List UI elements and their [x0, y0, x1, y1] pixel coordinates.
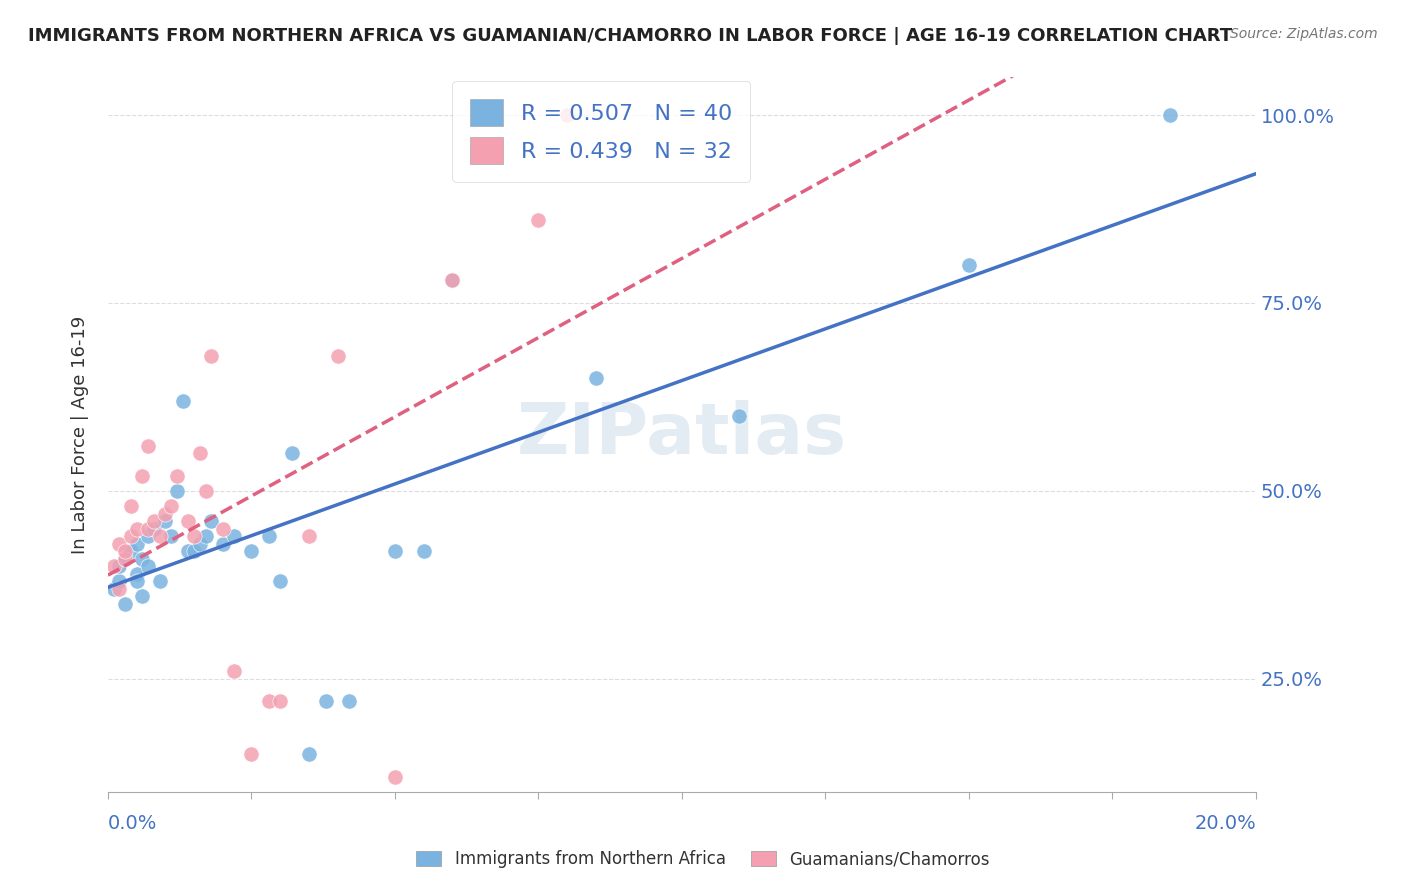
- Point: [527, 213, 550, 227]
- Point: [585, 371, 607, 385]
- Point: [224, 529, 246, 543]
- Point: [142, 514, 165, 528]
- Point: [114, 544, 136, 558]
- Point: [108, 536, 131, 550]
- Point: [131, 589, 153, 603]
- Point: [224, 665, 246, 679]
- Point: [103, 582, 125, 596]
- Point: [240, 544, 263, 558]
- Point: [200, 349, 222, 363]
- Point: [125, 566, 148, 581]
- Point: [136, 439, 159, 453]
- Point: [120, 499, 142, 513]
- Point: [280, 446, 302, 460]
- Legend: Immigrants from Northern Africa, Guamanians/Chamorros: Immigrants from Northern Africa, Guamani…: [409, 844, 997, 875]
- Point: [155, 507, 177, 521]
- Point: [103, 559, 125, 574]
- Point: [125, 536, 148, 550]
- Point: [337, 694, 360, 708]
- Point: [160, 529, 183, 543]
- Point: [108, 574, 131, 589]
- Point: [136, 559, 159, 574]
- Point: [211, 536, 233, 550]
- Point: [125, 522, 148, 536]
- Point: [441, 273, 464, 287]
- Point: [441, 273, 464, 287]
- Point: [120, 544, 142, 558]
- Point: [136, 522, 159, 536]
- Point: [120, 529, 142, 543]
- Point: [188, 446, 211, 460]
- Point: [957, 259, 980, 273]
- Text: 20.0%: 20.0%: [1194, 814, 1256, 833]
- Point: [131, 551, 153, 566]
- Point: [125, 574, 148, 589]
- Point: [183, 529, 205, 543]
- Point: [298, 747, 321, 761]
- Point: [142, 522, 165, 536]
- Point: [194, 483, 217, 498]
- Point: [326, 349, 349, 363]
- Point: [257, 694, 280, 708]
- Point: [200, 514, 222, 528]
- Point: [136, 529, 159, 543]
- Text: ZIPatlas: ZIPatlas: [517, 401, 846, 469]
- Point: [177, 514, 200, 528]
- Point: [1159, 108, 1181, 122]
- Point: [160, 499, 183, 513]
- Point: [114, 551, 136, 566]
- Point: [131, 469, 153, 483]
- Point: [114, 597, 136, 611]
- Point: [257, 529, 280, 543]
- Point: [177, 544, 200, 558]
- Point: [108, 582, 131, 596]
- Text: Source: ZipAtlas.com: Source: ZipAtlas.com: [1230, 27, 1378, 41]
- Point: [211, 522, 233, 536]
- Point: [555, 108, 578, 122]
- Text: IMMIGRANTS FROM NORTHERN AFRICA VS GUAMANIAN/CHAMORRO IN LABOR FORCE | AGE 16-19: IMMIGRANTS FROM NORTHERN AFRICA VS GUAMA…: [28, 27, 1232, 45]
- Point: [269, 694, 291, 708]
- Point: [155, 514, 177, 528]
- Point: [315, 694, 337, 708]
- Point: [108, 559, 131, 574]
- Point: [384, 770, 406, 784]
- Point: [384, 544, 406, 558]
- Point: [188, 536, 211, 550]
- Point: [114, 551, 136, 566]
- Point: [166, 483, 188, 498]
- Point: [183, 544, 205, 558]
- Point: [149, 529, 172, 543]
- Point: [269, 574, 291, 589]
- Point: [172, 393, 194, 408]
- Point: [194, 529, 217, 543]
- Point: [412, 544, 434, 558]
- Y-axis label: In Labor Force | Age 16-19: In Labor Force | Age 16-19: [72, 316, 89, 554]
- Text: 0.0%: 0.0%: [108, 814, 157, 833]
- Point: [728, 409, 751, 423]
- Point: [298, 529, 321, 543]
- Point: [166, 469, 188, 483]
- Legend: R = 0.507   N = 40, R = 0.439   N = 32: R = 0.507 N = 40, R = 0.439 N = 32: [453, 81, 751, 182]
- Point: [240, 747, 263, 761]
- Point: [149, 574, 172, 589]
